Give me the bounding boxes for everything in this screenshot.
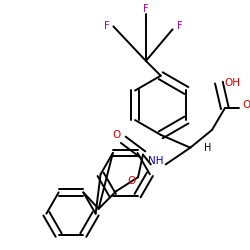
Text: F: F	[177, 22, 182, 32]
Text: O: O	[112, 130, 120, 140]
Text: OH: OH	[225, 78, 241, 88]
Text: F: F	[143, 4, 149, 14]
Text: NH: NH	[148, 156, 164, 166]
Text: F: F	[104, 22, 109, 32]
Text: O: O	[242, 100, 250, 110]
Text: O: O	[127, 176, 135, 186]
Text: H: H	[204, 143, 212, 153]
